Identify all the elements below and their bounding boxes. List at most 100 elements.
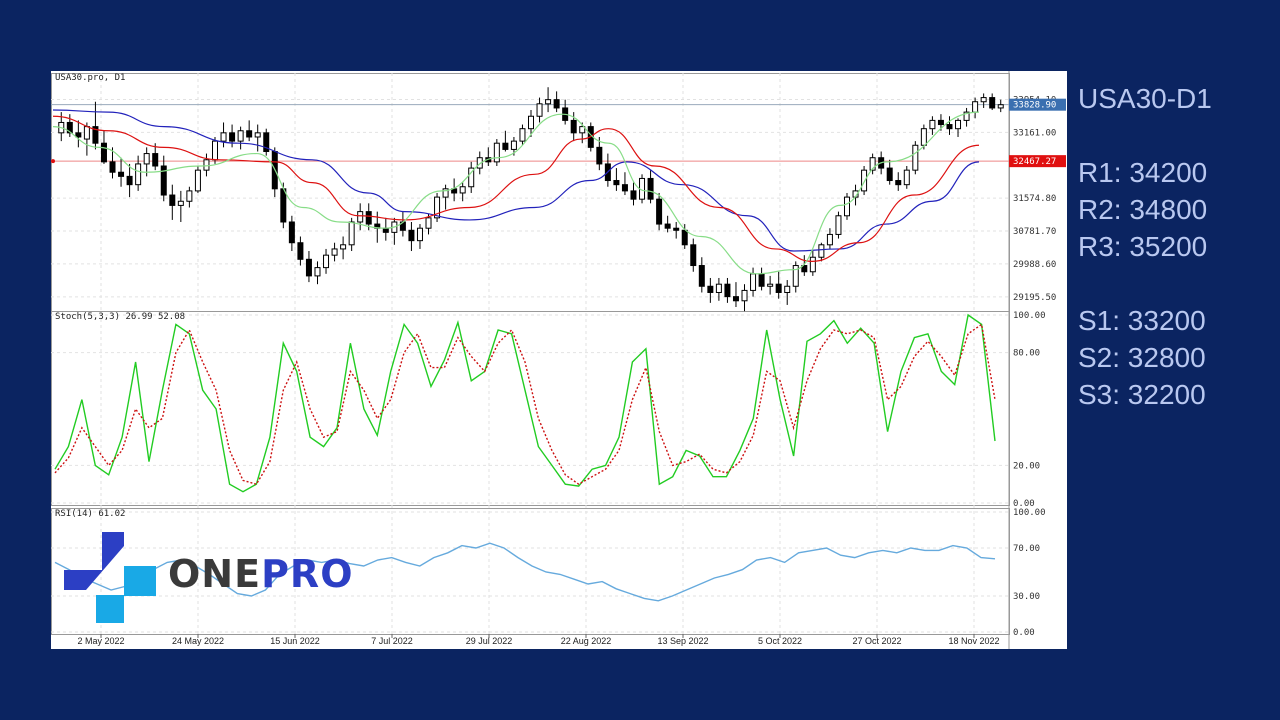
candle-body <box>305 258 312 277</box>
stoch-tick-label: 20.00 <box>1013 461 1040 471</box>
candle-body <box>613 180 620 186</box>
moving-average-line <box>52 115 980 262</box>
candle-body <box>844 196 850 217</box>
candle-body <box>980 97 987 103</box>
candle-body <box>946 124 953 130</box>
candle-body <box>963 111 970 121</box>
candle-body <box>553 99 560 109</box>
date-tick-label: 7 Jul 2022 <box>371 636 413 646</box>
price-tick-label: 29988.60 <box>1013 260 1056 270</box>
candle-body <box>340 244 347 250</box>
onepro-logo-mark <box>64 532 156 623</box>
candle-body <box>972 101 979 113</box>
panel-border <box>51 73 1010 312</box>
date-tick-label: 5 Oct 2022 <box>758 636 802 646</box>
candle-body <box>425 217 432 229</box>
candle-body <box>229 132 236 142</box>
rsi-line <box>54 542 996 602</box>
date-tick-label: 24 May 2022 <box>172 636 224 646</box>
candle-body <box>75 132 82 138</box>
onepro-logo: ONEPRO <box>64 532 374 627</box>
rsi-header: RSI(14) 61.02 <box>55 509 125 519</box>
candle-body <box>681 229 688 246</box>
candle-body <box>801 265 808 273</box>
logo-pro: PRO <box>261 552 354 596</box>
current-price-tag <box>1009 98 1066 111</box>
panel-border <box>51 311 1010 506</box>
candle-body <box>997 104 1004 109</box>
candle-body <box>647 177 654 200</box>
candle-body <box>194 169 201 192</box>
chart-frame: 33954.1033161.0031574.8030781.7029988.60… <box>51 71 1067 649</box>
candle-body <box>118 171 125 177</box>
candle-body <box>280 188 287 223</box>
rsi-tick-label: 70.00 <box>1013 544 1040 554</box>
date-tick-label: 18 Nov 2022 <box>948 636 999 646</box>
date-tick-label: 22 Aug 2022 <box>561 636 612 646</box>
candle-body <box>220 132 227 142</box>
stoch-k-line <box>54 313 996 493</box>
candle-body <box>758 273 765 287</box>
candle-body <box>442 188 449 198</box>
candle-body <box>92 126 99 144</box>
marked-price-tag <box>1009 155 1066 168</box>
rsi-tick-label: 100.00 <box>1013 508 1046 518</box>
candle-body <box>348 221 355 246</box>
support-2: S2: 32800 <box>1078 342 1206 373</box>
candle-body <box>741 289 748 302</box>
candle-body <box>237 130 244 142</box>
candle-body <box>314 267 321 277</box>
candle-body <box>519 128 526 142</box>
candle-body <box>459 186 466 194</box>
candle-body <box>929 119 936 130</box>
candle-body <box>135 163 142 186</box>
support-1: S1: 33200 <box>1078 305 1206 336</box>
candle-body <box>861 169 868 192</box>
candle-body <box>724 283 731 298</box>
levels-gap <box>1078 117 1278 154</box>
resistance-1: R1: 34200 <box>1078 157 1208 188</box>
candle-body <box>510 140 517 150</box>
resistance-2: R2: 34800 <box>1078 194 1208 225</box>
moving-average-line <box>52 111 980 275</box>
price-chart: 33954.1033161.0031574.8030781.7029988.60… <box>51 71 1066 649</box>
candle-body <box>357 211 364 223</box>
candle-body <box>784 285 791 293</box>
candle-body <box>160 165 167 196</box>
candle-body <box>109 161 116 173</box>
marked-level-dot <box>51 159 55 164</box>
candle-body <box>152 153 159 167</box>
candle-body <box>476 157 483 169</box>
candle-body <box>254 132 261 138</box>
candle-body <box>792 265 799 287</box>
candle-body <box>869 157 876 171</box>
date-tick-label: 29 Jul 2022 <box>466 636 513 646</box>
candle-body <box>297 242 304 260</box>
candle-body <box>408 229 415 242</box>
candle-body <box>177 200 184 206</box>
candle-body <box>545 99 552 105</box>
stoch-header: Stoch(5,3,3) 26.99 52.08 <box>55 312 185 322</box>
candle-body <box>100 142 107 163</box>
onepro-logo-text: ONEPRO <box>168 552 354 596</box>
candle-body <box>715 283 722 293</box>
rsi-tick-label: 0.00 <box>1013 628 1035 638</box>
candle-body <box>920 128 927 146</box>
candle-body <box>528 115 534 130</box>
candle-body <box>169 194 176 206</box>
current-price-label: 33828.90 <box>1013 101 1056 111</box>
candle-body <box>493 142 500 163</box>
candle-body <box>912 144 919 171</box>
candle-body <box>434 196 441 219</box>
stoch-d-line <box>54 323 996 486</box>
rsi-tick-label: 30.00 <box>1013 592 1040 602</box>
candle-body <box>126 175 133 186</box>
date-tick-label: 13 Sep 2022 <box>657 636 708 646</box>
candle-body <box>664 223 671 229</box>
chart-symbol-header: USA30.pro, D1 <box>55 73 125 83</box>
candle-body <box>903 169 910 186</box>
candle-body <box>596 146 603 165</box>
moving-average-line <box>52 109 980 252</box>
date-tick-label: 2 May 2022 <box>77 636 124 646</box>
candle-body <box>955 119 962 130</box>
